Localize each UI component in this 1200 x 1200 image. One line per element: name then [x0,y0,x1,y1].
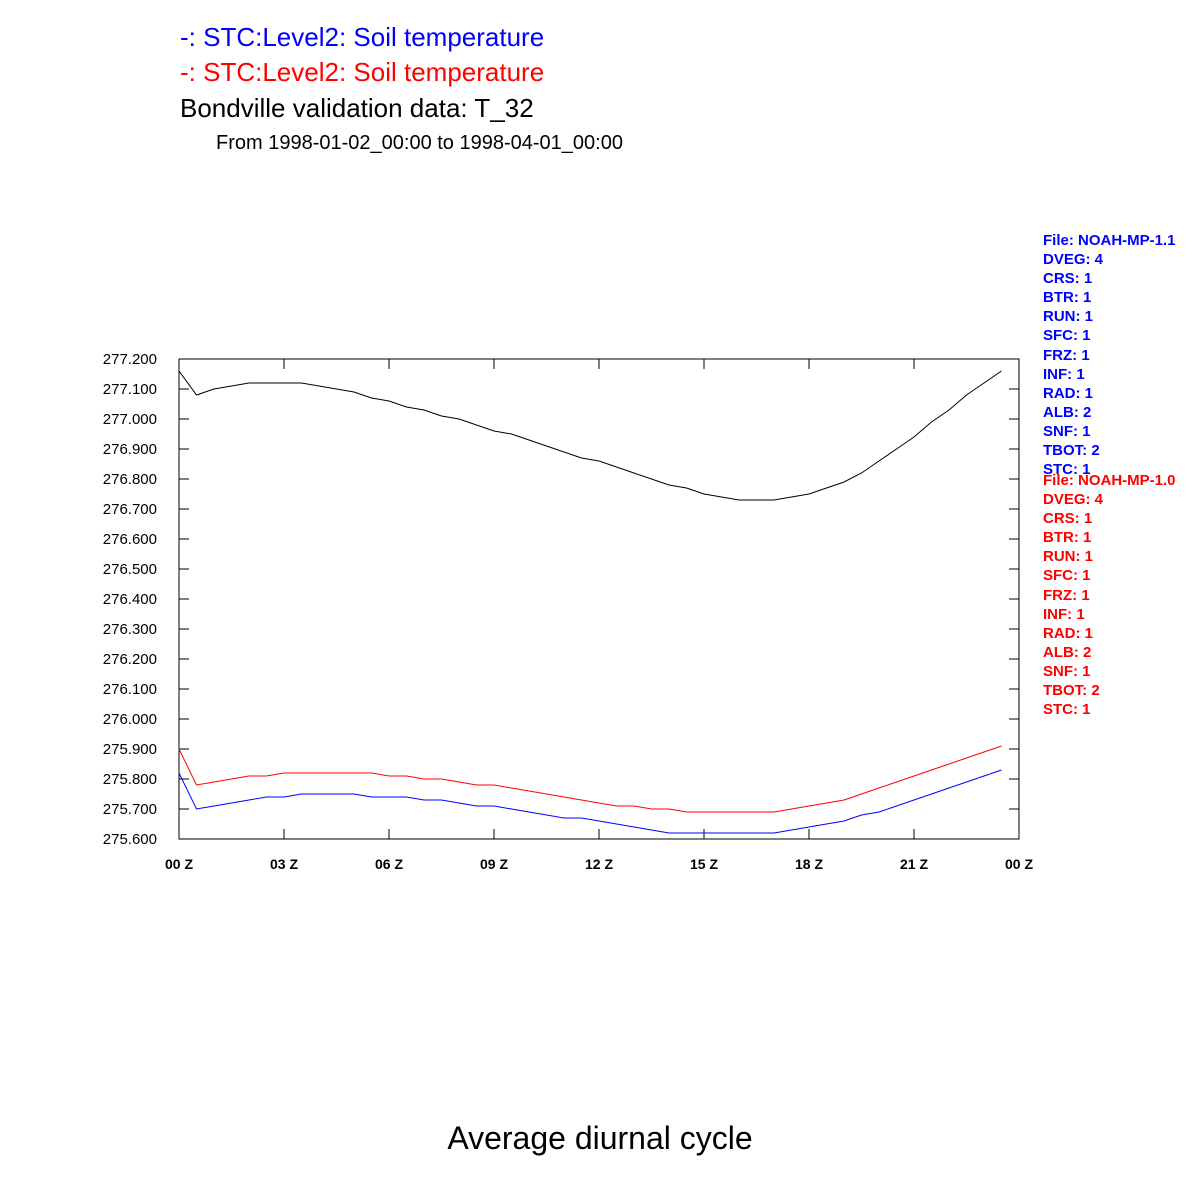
title-date-range: From 1998-01-02_00:00 to 1998-04-01_00:0… [216,132,623,154]
x-tick-label: 21 Z [900,856,928,872]
legend-blue-item: DVEG: 4 [1043,251,1104,269]
legend-red-item: STC: 1 [1043,701,1091,719]
y-tick-label: 276.300 [103,621,157,638]
y-tick-label: 276.400 [103,591,157,608]
x-tick-label: 18 Z [795,856,823,872]
legend-red-item: BTR: 1 [1043,529,1092,547]
legend-blue-item: BTR: 1 [1043,289,1092,307]
legend-blue-item: TBOT: 2 [1043,442,1100,460]
legend-red-item: TBOT: 2 [1043,682,1100,700]
y-tick-label: 276.000 [103,711,157,728]
plot-frame [178,358,1020,840]
legend-blue-item: RUN: 1 [1043,308,1094,326]
legend-blue-item: File: NOAH-MP-1.1 [1043,232,1176,249]
x-tick-label: 09 Z [480,856,508,872]
y-tick-label: 276.700 [103,501,157,518]
series-line-1 [178,745,1002,813]
y-tick-label: 276.600 [103,531,157,548]
y-tick-label: 276.500 [103,561,157,578]
legend-blue-item: FRZ: 1 [1043,346,1090,364]
legend-red: File: NOAH-MP-1.0 DVEG: 4 CRS: 1 BTR: 1 RUN:… [1043,471,1176,719]
y-tick-label: 275.600 [103,831,157,848]
y-tick-label: 277.200 [103,351,157,368]
legend-red-item: INF: 1 [1043,605,1085,623]
legend-red-item: File: NOAH-MP-1.0 [1043,472,1176,489]
y-tick-label: 277.100 [103,381,157,398]
title-validation-data: Bondville validation data: T_32 [180,93,534,123]
legend-blue-item: RAD: 1 [1043,384,1094,402]
legend-blue-item: STC: 1 [1043,461,1091,479]
title-blue-series: -: STC:Level2: Soil temperature [180,22,545,52]
x-tick-label: 00 Z [1005,856,1033,872]
x-tick-label: 15 Z [690,856,718,872]
x-tick-label: 06 Z [375,856,403,872]
legend-red-item: CRS: 1 [1043,510,1093,528]
legend-red-item: RUN: 1 [1043,548,1094,566]
y-tick-label: 276.100 [103,681,157,698]
series-lines [178,370,1002,834]
series-line-2 [178,769,1002,834]
y-tick-label: 275.700 [103,801,157,818]
x-tick-label: 12 Z [585,856,613,872]
x-tick-label: 00 Z [165,856,193,872]
legend-blue-item: SFC: 1 [1043,327,1091,345]
legend-red-item: RAD: 1 [1043,624,1094,642]
legend-blue-item: CRS: 1 [1043,270,1093,288]
series-line-0 [178,370,1002,501]
legend-red-item: DVEG: 4 [1043,491,1104,509]
y-tick-label: 275.900 [103,741,157,758]
legend-blue-item: ALB: 2 [1043,403,1092,421]
legend-red-item: ALB: 2 [1043,643,1092,661]
legend-blue-item: INF: 1 [1043,365,1085,383]
chart-title: Average diurnal cycle [447,1120,753,1156]
legend-red-item: SNF: 1 [1043,662,1091,680]
legend-blue-item: SNF: 1 [1043,422,1091,440]
legend-red-item: SFC: 1 [1043,567,1091,585]
x-axis: 00 Z 03 Z 06 Z 09 Z 12 Z 15 Z 18 Z 21 Z 00 Z [165,359,1033,872]
title-red-series: -: STC:Level2: Soil temperature [180,57,545,87]
legend-blue: File: NOAH-MP-1.1 DVEG: 4 CRS: 1 BTR: 1 RUN:… [1043,231,1176,479]
y-tick-label: 275.800 [103,771,157,788]
legend-red-item: FRZ: 1 [1043,586,1090,604]
y-tick-label: 277.000 [103,411,157,428]
y-tick-label: 276.200 [103,651,157,668]
x-tick-label: 03 Z [270,856,298,872]
y-axis: 275.600 275.700 275.800 275.900 276.000 276.1… [103,351,1019,848]
y-tick-label: 276.900 [103,441,157,458]
y-tick-label: 276.800 [103,471,157,488]
